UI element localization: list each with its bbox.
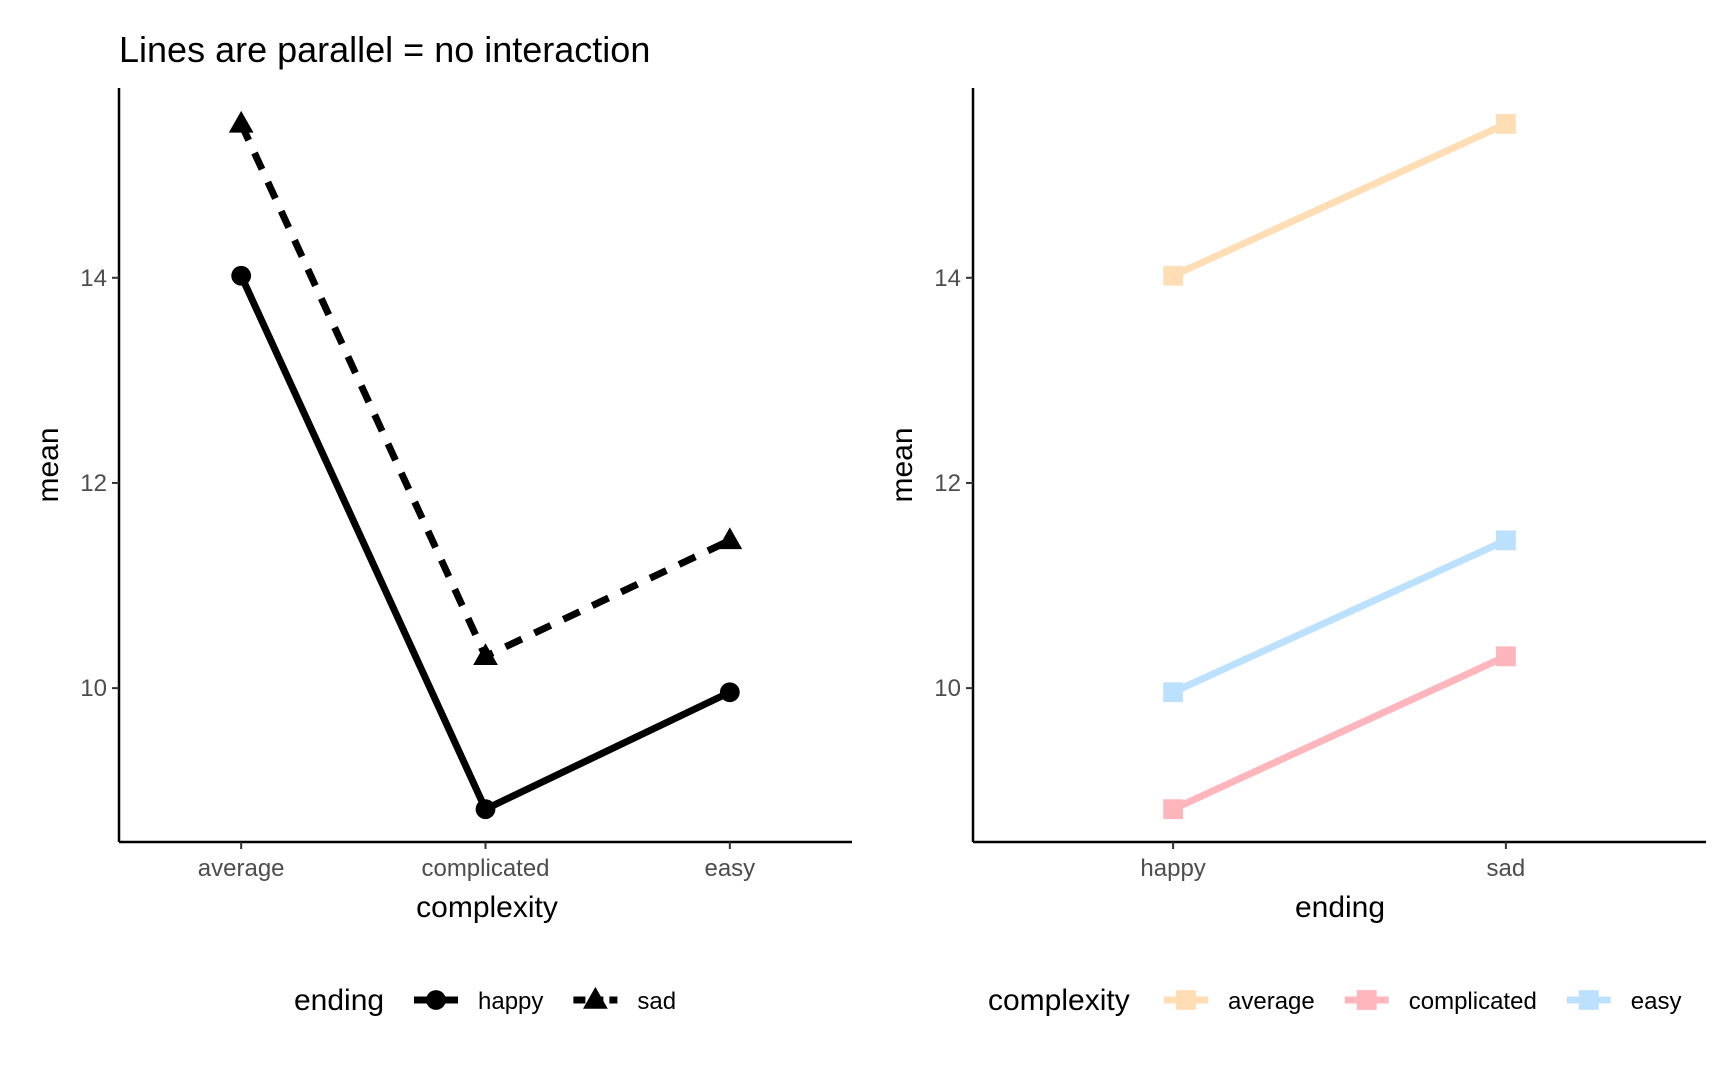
legend-item-average: average bbox=[1164, 988, 1315, 1015]
legend-key-square bbox=[1356, 990, 1377, 1010]
data-point-easy bbox=[1163, 682, 1184, 703]
left-panel: 10 12 14 average complicated easy complexity me… bbox=[32, 88, 852, 1017]
y-tick-label: 14 bbox=[80, 265, 107, 292]
x-axis-title: ending bbox=[1295, 891, 1385, 924]
x-tick-label: happy bbox=[1140, 855, 1205, 882]
right-panel: 10 12 14 happy sad ending mean complexity averag… bbox=[886, 88, 1706, 1017]
legend-title: ending bbox=[294, 984, 384, 1017]
legend-item-happy: happy bbox=[414, 988, 543, 1015]
data-point-complicated bbox=[1163, 799, 1184, 820]
series-line-complicated bbox=[1171, 653, 1508, 813]
legend-item-complicated: complicated bbox=[1344, 988, 1537, 1015]
y-tick-label: 12 bbox=[934, 470, 961, 497]
y-tick-label: 14 bbox=[934, 265, 961, 292]
chart-title: Lines are parallel = no interaction bbox=[119, 29, 650, 70]
legend-title: complexity bbox=[988, 984, 1130, 1017]
data-point-average bbox=[1495, 114, 1516, 134]
data-point-sad bbox=[228, 110, 254, 133]
legend-label: complicated bbox=[1409, 988, 1537, 1015]
series-line-easy bbox=[1171, 537, 1508, 696]
x-tick-label: average bbox=[198, 855, 285, 882]
y-tick-label: 10 bbox=[80, 675, 107, 702]
data-point-complicated bbox=[1495, 646, 1516, 667]
data-point-sad bbox=[473, 643, 498, 666]
legend-label: average bbox=[1228, 988, 1315, 1015]
legend-key-square bbox=[1176, 990, 1196, 1010]
legend-label: happy bbox=[478, 988, 543, 1015]
legend-key-triangle bbox=[583, 986, 608, 1009]
legend-item-easy: easy bbox=[1566, 988, 1682, 1015]
legend-item-sad: sad bbox=[573, 986, 676, 1015]
x-axis-title: complexity bbox=[416, 891, 558, 924]
data-point-happy bbox=[475, 799, 496, 820]
data-point-average bbox=[1163, 265, 1184, 286]
legend: ending happy sad bbox=[294, 984, 676, 1017]
legend-label: easy bbox=[1631, 988, 1682, 1015]
y-axis-title: mean bbox=[32, 427, 65, 502]
data-point-easy bbox=[1495, 530, 1516, 551]
y-tick-label: 10 bbox=[934, 675, 961, 702]
x-tick-label: easy bbox=[704, 855, 755, 882]
x-tick-label: sad bbox=[1487, 855, 1526, 882]
series-line-average bbox=[1171, 120, 1508, 279]
legend-key-square bbox=[1578, 990, 1599, 1010]
data-point-happy bbox=[719, 682, 740, 703]
y-tick-label: 12 bbox=[80, 470, 107, 497]
x-tick-label: complicated bbox=[421, 855, 549, 882]
data-point-happy bbox=[231, 265, 252, 286]
legend: complexity average complicated easy bbox=[988, 984, 1682, 1017]
legend-label: sad bbox=[637, 988, 676, 1015]
data-point-sad bbox=[717, 527, 743, 550]
legend-key-circle bbox=[426, 990, 446, 1010]
y-axis-title: mean bbox=[886, 427, 919, 502]
